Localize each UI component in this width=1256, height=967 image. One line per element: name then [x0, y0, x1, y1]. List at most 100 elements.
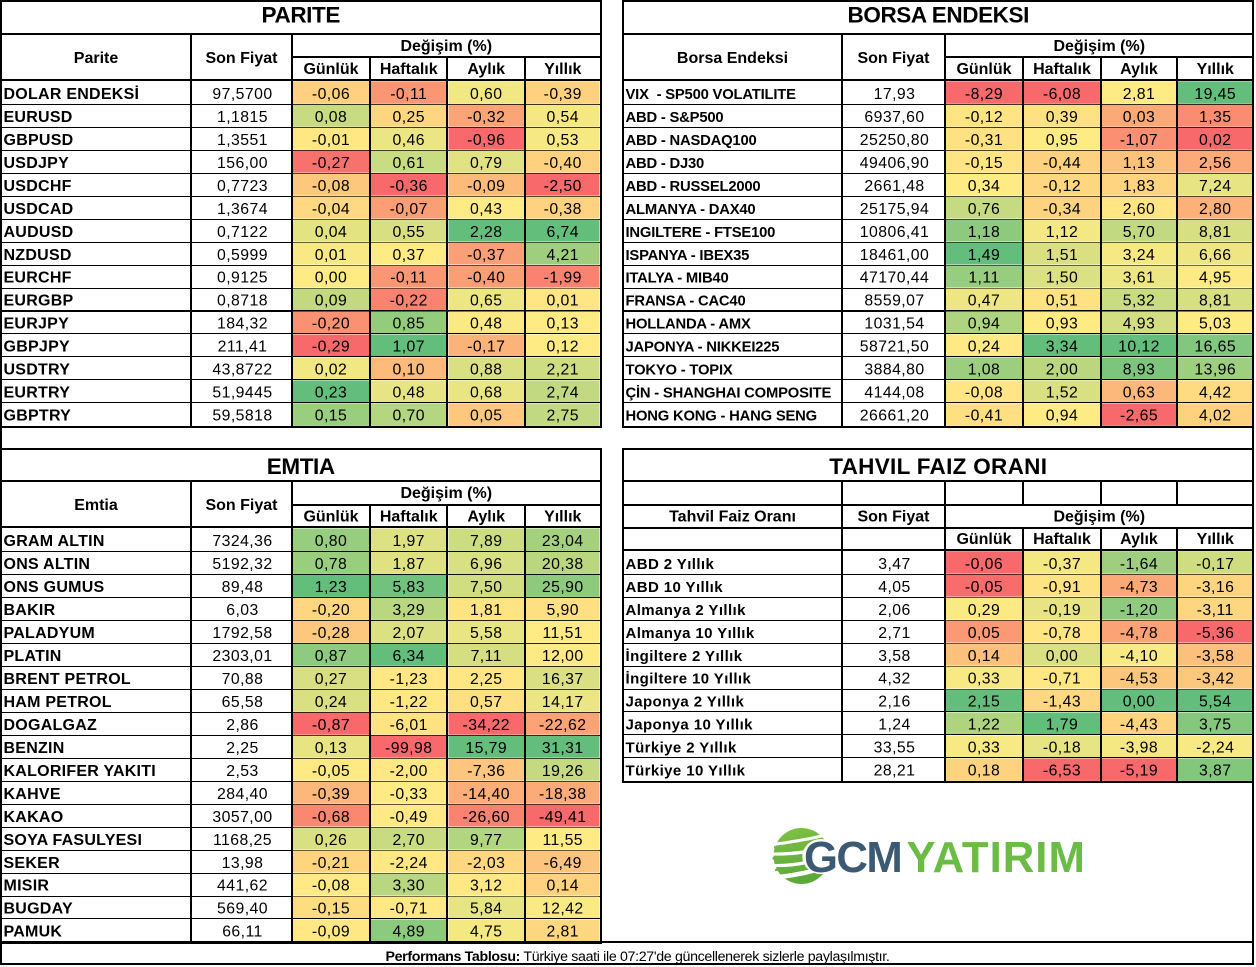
svg-text:4,89: 4,89 [392, 924, 425, 941]
svg-text:2,71: 2,71 [878, 625, 911, 642]
svg-text:2,81: 2,81 [546, 924, 579, 941]
svg-text:1,50: 1,50 [1046, 270, 1079, 287]
svg-text:2,28: 2,28 [470, 224, 503, 241]
svg-text:ABD 10 Yıllık: ABD 10 Yıllık [626, 579, 724, 596]
svg-text:-0,78: -0,78 [1043, 625, 1081, 642]
svg-text:HOLLANDA - AMX: HOLLANDA - AMX [626, 317, 751, 333]
svg-text:Aylık: Aylık [1120, 531, 1158, 548]
svg-text:-5,36: -5,36 [1196, 625, 1234, 642]
svg-text:0,05: 0,05 [470, 408, 503, 425]
svg-text:-0,07: -0,07 [390, 201, 428, 218]
svg-text:-0,49: -0,49 [390, 809, 428, 826]
svg-text:8,93: 8,93 [1123, 362, 1156, 379]
svg-text:3884,80: 3884,80 [864, 362, 924, 379]
svg-text:GCM: GCM [804, 833, 901, 882]
svg-text:1792,58: 1792,58 [212, 625, 272, 642]
svg-text:1,52: 1,52 [1046, 385, 1079, 402]
svg-text:2,81: 2,81 [1123, 86, 1156, 103]
svg-text:33,55: 33,55 [874, 740, 916, 757]
svg-text:DOGALGAZ: DOGALGAZ [4, 717, 98, 734]
svg-text:3,29: 3,29 [392, 602, 425, 619]
svg-text:16,37: 16,37 [542, 671, 584, 688]
svg-text:2,07: 2,07 [392, 625, 425, 642]
svg-text:Parite: Parite [74, 50, 119, 67]
svg-text:Emtia: Emtia [74, 497, 118, 514]
svg-text:JAPONYA - NIKKEI225: JAPONYA - NIKKEI225 [626, 340, 780, 356]
svg-text:Yıllık: Yıllık [544, 508, 581, 525]
svg-text:0,13: 0,13 [315, 740, 348, 757]
svg-text:-0,08: -0,08 [312, 878, 350, 895]
svg-text:Günlük: Günlük [303, 508, 358, 525]
svg-text:1,3551: 1,3551 [217, 132, 268, 149]
svg-text:2,60: 2,60 [1123, 201, 1156, 218]
svg-text:-1,22: -1,22 [390, 694, 428, 711]
svg-text:USDCAD: USDCAD [4, 201, 74, 218]
svg-text:0,68: 0,68 [470, 385, 503, 402]
svg-text:-0,27: -0,27 [312, 155, 350, 172]
svg-text:18461,00: 18461,00 [860, 247, 930, 264]
svg-text:-0,18: -0,18 [1043, 740, 1081, 757]
svg-text:Günlük: Günlük [956, 61, 1011, 78]
svg-text:0,60: 0,60 [470, 86, 503, 103]
svg-text:Son Fiyat: Son Fiyat [857, 50, 930, 67]
svg-text:-1,23: -1,23 [390, 671, 428, 688]
svg-text:ALMANYA - DAX40: ALMANYA - DAX40 [626, 202, 756, 218]
svg-text:-6,53: -6,53 [1043, 763, 1081, 780]
svg-text:-49,41: -49,41 [539, 809, 587, 826]
svg-text:-0,11: -0,11 [390, 86, 427, 103]
svg-text:Yıllık: Yıllık [544, 61, 581, 78]
svg-text:0,95: 0,95 [1046, 132, 1079, 149]
svg-text:EURCHF: EURCHF [4, 270, 72, 287]
svg-text:TOKYO - TOPIX: TOKYO - TOPIX [626, 363, 733, 379]
svg-text:1,22: 1,22 [968, 717, 1001, 734]
svg-text:-0,09: -0,09 [467, 178, 505, 195]
svg-text:3,12: 3,12 [470, 878, 503, 895]
svg-text:-4,53: -4,53 [1120, 671, 1158, 688]
svg-text:0,61: 0,61 [392, 155, 425, 172]
svg-text:-0,04: -0,04 [312, 201, 350, 218]
svg-text:-4,43: -4,43 [1120, 717, 1158, 734]
svg-text:4,02: 4,02 [1199, 408, 1232, 425]
svg-text:-2,24: -2,24 [1196, 740, 1234, 757]
svg-text:3,87: 3,87 [1199, 763, 1232, 780]
svg-text:-0,15: -0,15 [965, 155, 1003, 172]
svg-text:İngiltere 10 Yıllık: İngiltere 10 Yıllık [626, 671, 752, 688]
svg-text:1,07: 1,07 [392, 339, 425, 356]
svg-text:0,7122: 0,7122 [217, 224, 268, 241]
svg-text:Aylık: Aylık [1120, 61, 1158, 78]
svg-text:-0,44: -0,44 [1043, 155, 1081, 172]
svg-text:14,17: 14,17 [542, 694, 584, 711]
svg-text:6937,60: 6937,60 [864, 109, 924, 126]
svg-text:Borsa Endeksi: Borsa Endeksi [677, 50, 788, 67]
svg-text:-0,33: -0,33 [390, 786, 428, 803]
svg-text:-4,73: -4,73 [1120, 579, 1158, 596]
svg-text:-34,22: -34,22 [463, 717, 511, 734]
svg-text:YATIRIM: YATIRIM [907, 833, 1086, 882]
svg-text:-0,39: -0,39 [544, 86, 582, 103]
svg-text:0,47: 0,47 [968, 293, 1001, 310]
svg-text:0,15: 0,15 [315, 408, 348, 425]
svg-text:ABD - RUSSEL2000: ABD - RUSSEL2000 [626, 179, 761, 195]
svg-text:4,21: 4,21 [546, 247, 579, 264]
svg-text:9,77: 9,77 [470, 832, 503, 849]
svg-text:ITALYA - MIB40: ITALYA - MIB40 [626, 271, 729, 287]
svg-text:4,95: 4,95 [1199, 270, 1232, 287]
svg-text:USDJPY: USDJPY [4, 155, 70, 172]
svg-text:0,55: 0,55 [392, 224, 425, 241]
svg-text:-0,01: -0,01 [312, 132, 350, 149]
svg-text:0,26: 0,26 [315, 832, 348, 849]
svg-text:ISPANYA - IBEX35: ISPANYA - IBEX35 [626, 248, 750, 264]
svg-text:1,83: 1,83 [1123, 178, 1156, 195]
svg-text:0,00: 0,00 [1123, 694, 1156, 711]
svg-text:5,84: 5,84 [470, 901, 503, 918]
svg-text:-0,17: -0,17 [1196, 556, 1234, 573]
svg-text:12,00: 12,00 [542, 648, 584, 665]
svg-text:KAHVE: KAHVE [4, 786, 61, 803]
svg-text:4,42: 4,42 [1199, 385, 1232, 402]
svg-text:-0,08: -0,08 [965, 385, 1003, 402]
svg-text:BENZIN: BENZIN [4, 740, 65, 757]
svg-text:2,25: 2,25 [226, 740, 259, 757]
svg-text:-26,60: -26,60 [463, 809, 511, 826]
svg-text:Yıllık: Yıllık [1197, 61, 1234, 78]
svg-text:0,08: 0,08 [315, 109, 348, 126]
